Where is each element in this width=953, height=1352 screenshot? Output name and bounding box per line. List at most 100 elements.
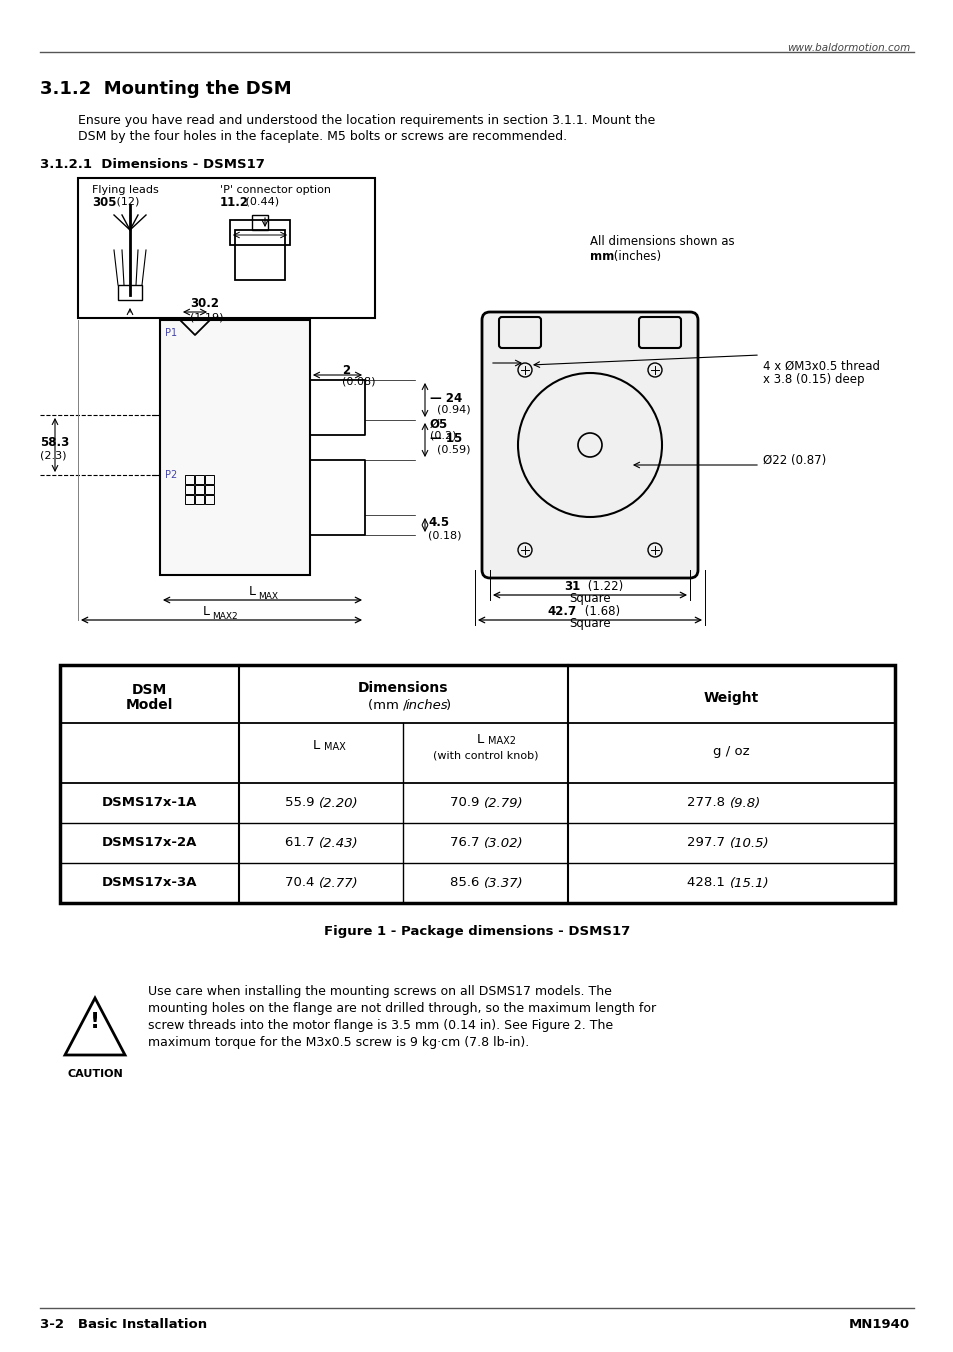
Text: (2.20): (2.20) bbox=[318, 796, 358, 810]
Text: L: L bbox=[249, 585, 255, 598]
Bar bbox=[194, 495, 204, 504]
Text: Square: Square bbox=[569, 592, 610, 604]
Text: inches: inches bbox=[405, 699, 448, 713]
Text: DSMS17x-1A: DSMS17x-1A bbox=[102, 796, 197, 810]
Text: DSM by the four holes in the faceplate. M5 bolts or screws are recommended.: DSM by the four holes in the faceplate. … bbox=[78, 130, 566, 143]
Text: (inches): (inches) bbox=[609, 250, 660, 264]
Text: 277.8: 277.8 bbox=[686, 796, 729, 810]
Bar bbox=[194, 475, 204, 484]
FancyBboxPatch shape bbox=[498, 316, 540, 347]
Bar bbox=[205, 495, 213, 504]
Text: — 24: — 24 bbox=[430, 392, 462, 404]
Text: (1.19): (1.19) bbox=[190, 312, 223, 322]
Bar bbox=[194, 485, 204, 493]
Text: Model: Model bbox=[126, 698, 173, 713]
Text: Ø22 (0.87): Ø22 (0.87) bbox=[762, 454, 825, 466]
Text: (1.22): (1.22) bbox=[583, 580, 622, 594]
Text: (2.79): (2.79) bbox=[483, 796, 522, 810]
FancyBboxPatch shape bbox=[639, 316, 680, 347]
Text: (mm /: (mm / bbox=[368, 699, 412, 713]
Bar bbox=[252, 215, 268, 230]
Text: Figure 1 - Package dimensions - DSMS17: Figure 1 - Package dimensions - DSMS17 bbox=[323, 925, 630, 938]
Text: (1.68): (1.68) bbox=[580, 604, 619, 618]
Text: maximum torque for the M3x0.5 screw is 9 kg·cm (7.8 lb-in).: maximum torque for the M3x0.5 screw is 9… bbox=[148, 1036, 529, 1049]
Text: L: L bbox=[476, 733, 483, 746]
Text: 428.1: 428.1 bbox=[687, 876, 729, 890]
Text: DSMS17x-2A: DSMS17x-2A bbox=[102, 837, 197, 849]
Text: 11.2: 11.2 bbox=[220, 196, 249, 210]
Text: 305: 305 bbox=[91, 196, 116, 210]
Text: (0.94): (0.94) bbox=[430, 406, 470, 415]
Bar bbox=[160, 320, 310, 575]
Text: MAX2: MAX2 bbox=[213, 612, 238, 621]
Text: g / oz: g / oz bbox=[713, 745, 749, 758]
Text: 61.7: 61.7 bbox=[285, 837, 318, 849]
Text: Use care when installing the mounting screws on all DSMS17 models. The: Use care when installing the mounting sc… bbox=[148, 986, 611, 998]
Text: mounting holes on the flange are not drilled through, so the maximum length for: mounting holes on the flange are not dri… bbox=[148, 1002, 656, 1015]
Text: 55.9: 55.9 bbox=[285, 796, 318, 810]
Text: DSMS17x-3A: DSMS17x-3A bbox=[102, 876, 197, 890]
Text: 31: 31 bbox=[563, 580, 579, 594]
Text: MAX: MAX bbox=[258, 592, 278, 602]
Text: (0.44): (0.44) bbox=[242, 196, 279, 206]
Text: (3.02): (3.02) bbox=[483, 837, 522, 849]
Text: Flying leads: Flying leads bbox=[91, 185, 158, 195]
Bar bbox=[185, 485, 193, 493]
Text: (2.43): (2.43) bbox=[318, 837, 358, 849]
Text: 30.2: 30.2 bbox=[190, 297, 219, 310]
Bar bbox=[118, 285, 142, 300]
Bar bbox=[78, 178, 375, 318]
Text: 3.1.2  Mounting the DSM: 3.1.2 Mounting the DSM bbox=[40, 80, 292, 97]
Text: MAX: MAX bbox=[324, 742, 345, 752]
Text: 42.7: 42.7 bbox=[547, 604, 577, 618]
Text: 297.7: 297.7 bbox=[686, 837, 729, 849]
Text: 70.9: 70.9 bbox=[450, 796, 483, 810]
Text: 4.5: 4.5 bbox=[428, 516, 449, 530]
Text: MN1940: MN1940 bbox=[848, 1318, 909, 1330]
Text: Square: Square bbox=[569, 617, 610, 630]
Text: Weight: Weight bbox=[703, 691, 759, 704]
Bar bbox=[60, 665, 894, 903]
Text: P1: P1 bbox=[165, 329, 177, 338]
Text: All dimensions shown as: All dimensions shown as bbox=[589, 235, 734, 247]
Text: mm: mm bbox=[589, 250, 614, 264]
Text: ): ) bbox=[445, 699, 450, 713]
Text: (10.5): (10.5) bbox=[729, 837, 768, 849]
Bar bbox=[230, 220, 290, 245]
Text: x 3.8 (0.15) deep: x 3.8 (0.15) deep bbox=[762, 373, 863, 387]
Bar bbox=[185, 475, 193, 484]
Text: 'P' connector option: 'P' connector option bbox=[220, 185, 331, 195]
Text: 4 x ØM3x0.5 thread: 4 x ØM3x0.5 thread bbox=[762, 360, 879, 373]
Text: P2: P2 bbox=[165, 470, 177, 480]
Text: 85.6: 85.6 bbox=[450, 876, 483, 890]
Text: — 15: — 15 bbox=[430, 431, 462, 445]
FancyBboxPatch shape bbox=[481, 312, 698, 579]
Bar bbox=[234, 230, 285, 280]
Text: Dimensions: Dimensions bbox=[358, 681, 448, 695]
Text: !: ! bbox=[90, 1011, 100, 1032]
Text: MAX2: MAX2 bbox=[488, 735, 516, 746]
Text: (0.2): (0.2) bbox=[430, 431, 456, 441]
Bar bbox=[185, 495, 193, 504]
Text: (0.18): (0.18) bbox=[428, 530, 461, 539]
Text: CAUTION: CAUTION bbox=[67, 1069, 123, 1079]
Text: (12): (12) bbox=[112, 196, 139, 206]
Text: screw threads into the motor flange is 3.5 mm (0.14 in). See Figure 2. The: screw threads into the motor flange is 3… bbox=[148, 1019, 613, 1032]
Text: (0.59): (0.59) bbox=[430, 445, 470, 456]
Text: 76.7: 76.7 bbox=[449, 837, 483, 849]
Text: (0.08): (0.08) bbox=[342, 377, 375, 387]
Text: 3.1.2.1  Dimensions - DSMS17: 3.1.2.1 Dimensions - DSMS17 bbox=[40, 158, 265, 170]
Bar bbox=[205, 485, 213, 493]
Text: (2.77): (2.77) bbox=[318, 876, 358, 890]
Text: Ensure you have read and understood the location requirements in section 3.1.1. : Ensure you have read and understood the … bbox=[78, 114, 655, 127]
Text: L: L bbox=[203, 604, 210, 618]
Text: 58.3: 58.3 bbox=[40, 437, 70, 449]
Text: L: L bbox=[312, 740, 319, 752]
Text: 70.4: 70.4 bbox=[285, 876, 318, 890]
Text: (3.37): (3.37) bbox=[483, 876, 522, 890]
Text: (2.3): (2.3) bbox=[40, 452, 67, 461]
Text: 3-2   Basic Installation: 3-2 Basic Installation bbox=[40, 1318, 207, 1330]
Bar bbox=[205, 475, 213, 484]
Text: (9.8): (9.8) bbox=[729, 796, 760, 810]
Text: 2: 2 bbox=[342, 364, 351, 376]
